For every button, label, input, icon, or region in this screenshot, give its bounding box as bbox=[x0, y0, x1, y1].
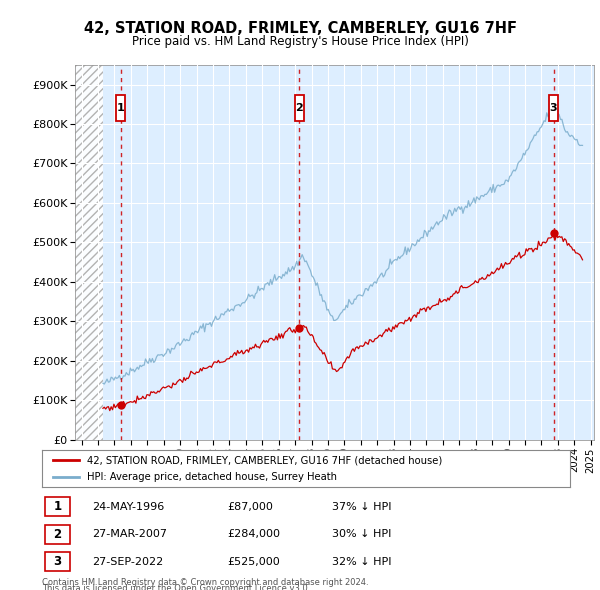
Text: 2: 2 bbox=[53, 527, 61, 541]
FancyBboxPatch shape bbox=[116, 96, 125, 121]
Text: 3: 3 bbox=[53, 555, 61, 568]
FancyBboxPatch shape bbox=[44, 525, 70, 543]
Text: 42, STATION ROAD, FRIMLEY, CAMBERLEY, GU16 7HF: 42, STATION ROAD, FRIMLEY, CAMBERLEY, GU… bbox=[83, 21, 517, 36]
Text: Contains HM Land Registry data © Crown copyright and database right 2024.: Contains HM Land Registry data © Crown c… bbox=[42, 578, 368, 587]
Text: Price paid vs. HM Land Registry's House Price Index (HPI): Price paid vs. HM Land Registry's House … bbox=[131, 35, 469, 48]
FancyBboxPatch shape bbox=[295, 96, 304, 121]
Text: £87,000: £87,000 bbox=[227, 502, 272, 512]
Text: 27-SEP-2022: 27-SEP-2022 bbox=[92, 556, 163, 566]
Text: 37% ↓ HPI: 37% ↓ HPI bbox=[332, 502, 392, 512]
Text: £525,000: £525,000 bbox=[227, 556, 280, 566]
Text: 3: 3 bbox=[550, 103, 557, 113]
Text: 1: 1 bbox=[53, 500, 61, 513]
Text: HPI: Average price, detached house, Surrey Heath: HPI: Average price, detached house, Surr… bbox=[87, 472, 337, 482]
Text: 24-MAY-1996: 24-MAY-1996 bbox=[92, 502, 164, 512]
FancyBboxPatch shape bbox=[549, 96, 558, 121]
FancyBboxPatch shape bbox=[44, 497, 70, 516]
Text: 27-MAR-2007: 27-MAR-2007 bbox=[92, 529, 167, 539]
Text: £284,000: £284,000 bbox=[227, 529, 280, 539]
Text: 32% ↓ HPI: 32% ↓ HPI bbox=[332, 556, 392, 566]
Text: 42, STATION ROAD, FRIMLEY, CAMBERLEY, GU16 7HF (detached house): 42, STATION ROAD, FRIMLEY, CAMBERLEY, GU… bbox=[87, 455, 442, 465]
Text: 1: 1 bbox=[117, 103, 125, 113]
FancyBboxPatch shape bbox=[44, 552, 70, 571]
Text: 30% ↓ HPI: 30% ↓ HPI bbox=[332, 529, 392, 539]
Text: 2: 2 bbox=[295, 103, 303, 113]
Text: This data is licensed under the Open Government Licence v3.0.: This data is licensed under the Open Gov… bbox=[42, 584, 310, 590]
